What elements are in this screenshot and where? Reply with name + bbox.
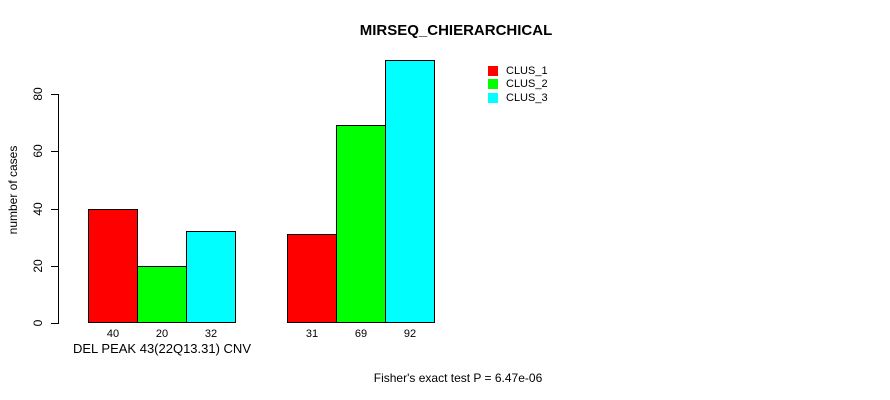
chart-title: MIRSEQ_CHIERARCHICAL: [359, 22, 553, 39]
y-tick-label: 0: [31, 319, 45, 327]
bar-value-label: 69: [354, 328, 368, 340]
y-axis-tick: [51, 94, 58, 95]
legend-item: CLUS_3: [488, 91, 548, 104]
legend-item: CLUS_2: [488, 78, 548, 91]
legend-label: CLUS_2: [506, 78, 548, 91]
legend-color-swatch: [488, 66, 498, 76]
bar-value-label: 31: [305, 328, 319, 340]
y-axis-tick: [51, 209, 58, 210]
y-axis-tick: [51, 323, 58, 324]
y-tick-label: 40: [31, 202, 45, 216]
y-axis-title: number of cases: [6, 145, 20, 235]
legend-label: CLUS_1: [506, 65, 548, 77]
y-axis-tick: [51, 151, 58, 152]
bar-CLUS_2: [336, 125, 386, 323]
y-tick-label: 20: [31, 259, 45, 273]
bar-CLUS_1: [287, 234, 337, 323]
legend-color-swatch: [488, 92, 498, 103]
pvalue-annotation: Fisher's exact test P = 6.47e-06: [373, 371, 543, 385]
bar-value-label: 20: [155, 328, 169, 340]
y-axis-line: [58, 94, 59, 324]
y-axis-tick: [51, 266, 58, 267]
legend-color-swatch: [488, 79, 498, 90]
bar-value-label: 92: [403, 328, 417, 340]
legend-label: CLUS_3: [506, 91, 548, 104]
bar-CLUS_3: [186, 231, 236, 323]
bar-value-label: 40: [106, 328, 120, 340]
y-tick-label: 60: [31, 144, 45, 158]
legend: CLUS_1 CLUS_2 CLUS_3: [488, 66, 548, 106]
x-axis-label: DEL PEAK 43(22Q13.31) CNV: [73, 341, 251, 356]
bar-CLUS_3: [385, 60, 435, 323]
legend-item: CLUS_1: [488, 65, 548, 77]
y-tick-label: 80: [31, 87, 45, 101]
bar-CLUS_2: [137, 266, 187, 323]
bar-value-label: 32: [204, 328, 218, 340]
bar-CLUS_1: [88, 209, 138, 323]
